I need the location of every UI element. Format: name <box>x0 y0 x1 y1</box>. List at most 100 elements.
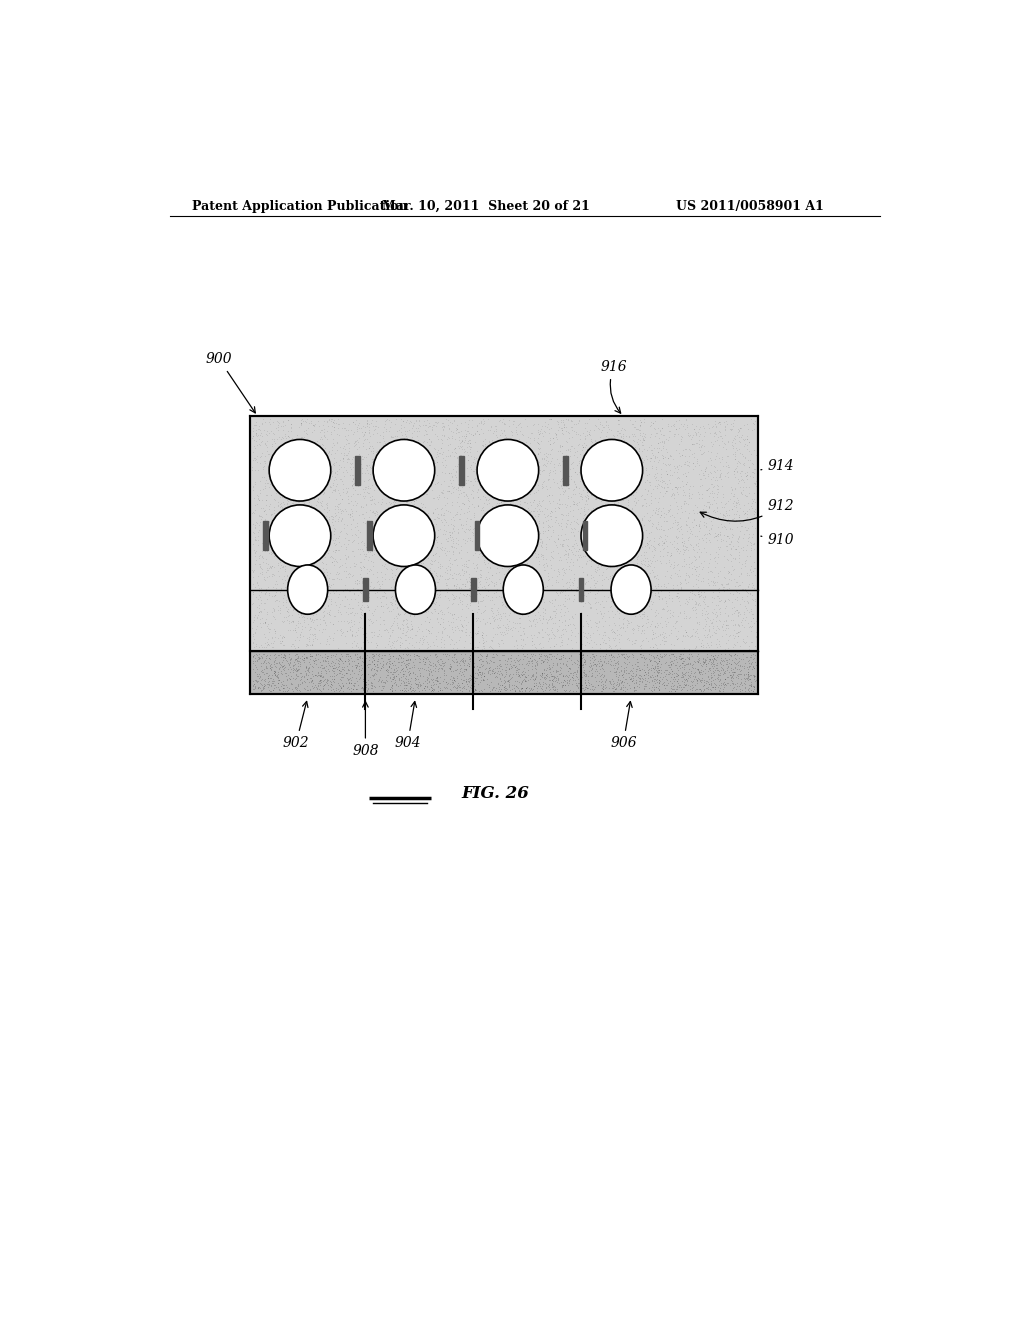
Point <box>450 486 466 507</box>
Point <box>634 447 650 469</box>
Point <box>285 548 301 569</box>
Point <box>494 422 510 444</box>
Point <box>639 532 655 553</box>
Point <box>454 412 470 433</box>
Point <box>689 582 706 603</box>
Point <box>399 616 416 638</box>
Point <box>292 669 308 690</box>
Point <box>515 549 531 570</box>
Point <box>677 484 693 506</box>
Point <box>527 663 544 684</box>
Point <box>739 661 756 682</box>
Point <box>657 525 674 546</box>
Point <box>635 434 651 455</box>
Point <box>272 446 289 467</box>
Point <box>545 541 561 562</box>
Point <box>466 652 482 673</box>
Point <box>626 454 642 475</box>
Point <box>675 651 691 672</box>
Point <box>456 583 472 605</box>
Point <box>262 657 279 678</box>
Point <box>740 576 757 597</box>
Point <box>353 532 370 553</box>
Point <box>253 635 269 656</box>
Point <box>411 411 427 432</box>
Point <box>437 569 454 590</box>
Point <box>300 492 316 513</box>
Point <box>669 585 685 606</box>
Point <box>653 606 670 627</box>
Point <box>357 446 374 467</box>
Point <box>493 418 509 440</box>
Point <box>652 463 669 484</box>
Point <box>344 615 360 636</box>
Point <box>613 426 630 447</box>
Point <box>426 673 442 694</box>
Point <box>473 510 489 531</box>
Point <box>608 671 625 692</box>
Point <box>479 467 496 488</box>
Point <box>495 408 511 429</box>
Point <box>632 606 648 627</box>
Point <box>593 548 609 569</box>
Point <box>540 618 556 639</box>
Point <box>362 671 379 692</box>
Point <box>295 576 311 597</box>
Point <box>397 589 414 610</box>
Point <box>603 673 620 694</box>
Point <box>322 577 338 598</box>
Point <box>445 671 462 692</box>
Point <box>462 432 478 453</box>
Point <box>673 644 689 665</box>
Point <box>285 587 301 609</box>
Point <box>407 444 423 465</box>
Point <box>592 659 608 680</box>
Point <box>310 414 327 436</box>
Point <box>444 466 461 487</box>
Point <box>592 517 608 539</box>
Point <box>648 627 665 648</box>
Point <box>336 436 352 457</box>
Point <box>514 473 530 494</box>
Point <box>526 540 543 561</box>
Point <box>344 524 360 545</box>
Point <box>422 659 438 680</box>
Point <box>322 562 338 583</box>
Point <box>433 416 450 437</box>
Point <box>322 582 338 603</box>
Point <box>355 446 372 467</box>
Point <box>674 523 690 544</box>
Point <box>478 657 495 678</box>
Point <box>366 539 382 560</box>
Point <box>399 644 416 665</box>
Point <box>387 590 403 611</box>
Point <box>642 535 658 556</box>
Point <box>318 469 335 490</box>
Point <box>549 582 565 603</box>
Point <box>716 663 732 684</box>
Point <box>528 454 545 475</box>
Point <box>340 503 356 524</box>
Point <box>330 510 346 531</box>
Point <box>587 414 603 436</box>
Point <box>547 462 563 483</box>
Point <box>338 611 354 632</box>
Point <box>583 533 599 554</box>
Point <box>585 655 601 676</box>
Point <box>364 510 380 531</box>
Point <box>335 466 351 487</box>
Point <box>249 484 265 506</box>
Point <box>740 565 757 586</box>
Point <box>394 429 411 450</box>
Point <box>649 661 666 682</box>
Point <box>409 527 425 548</box>
Point <box>349 417 366 438</box>
Point <box>558 420 574 441</box>
Point <box>348 668 365 689</box>
Point <box>695 425 712 446</box>
Point <box>708 668 724 689</box>
Point <box>654 616 671 638</box>
Point <box>293 457 309 478</box>
Point <box>622 508 638 529</box>
Point <box>724 524 740 545</box>
